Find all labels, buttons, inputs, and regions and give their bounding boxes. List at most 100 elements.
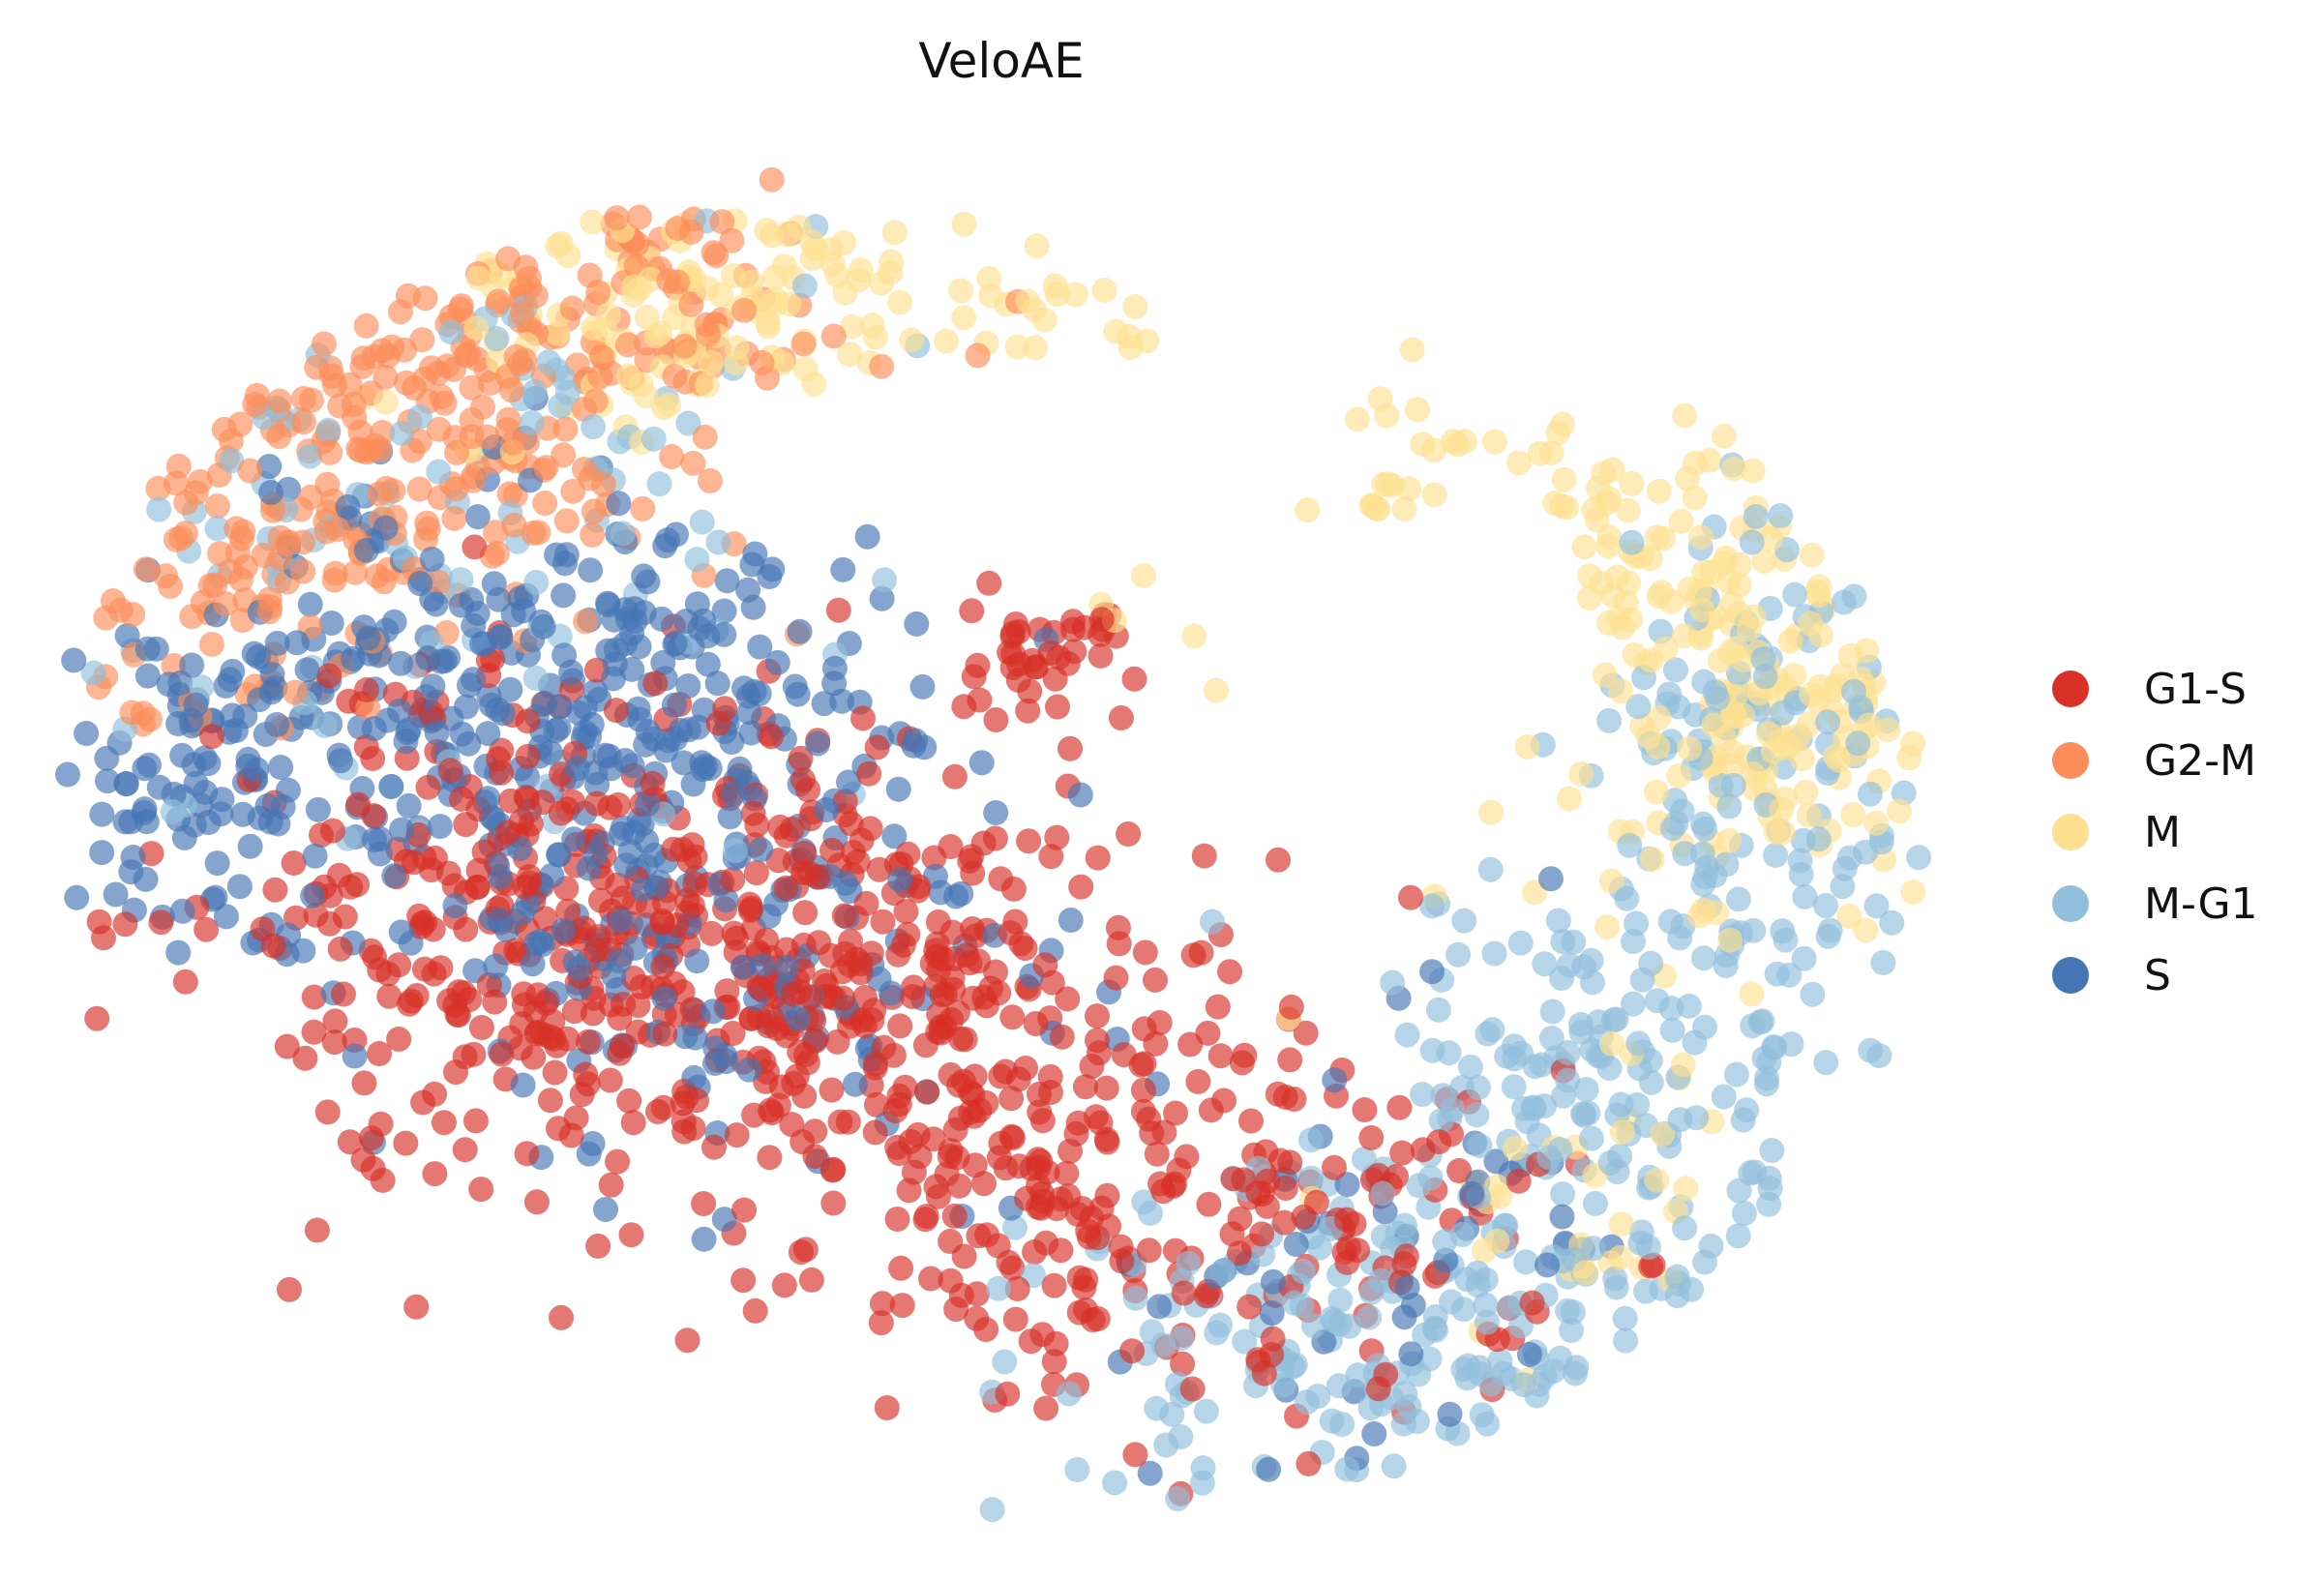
scatter-point-g1-s xyxy=(862,1119,888,1146)
scatter-point-m xyxy=(1805,582,1832,609)
scatter-point-g1-s xyxy=(759,724,785,750)
scatter-point-m-g1 xyxy=(219,448,245,474)
scatter-point-s xyxy=(748,837,774,863)
scatter-point-s xyxy=(885,776,911,802)
scatter-point-s xyxy=(165,939,192,966)
scatter-point-g1-s xyxy=(938,834,964,859)
scatter-point-m xyxy=(1599,457,1625,483)
scatter-point-g1-s xyxy=(773,875,799,901)
scatter-point-m xyxy=(1751,549,1777,574)
scatter-point-g2-m xyxy=(317,439,343,465)
scatter-point-s xyxy=(55,761,80,788)
scatter-point-g1-s xyxy=(1002,1306,1028,1332)
scatter-point-m-g1 xyxy=(1327,1287,1354,1313)
scatter-point-g1-s xyxy=(731,1197,758,1223)
scatter-point-g1-s xyxy=(720,1021,746,1046)
scatter-point-g1-s xyxy=(322,1008,348,1034)
scatter-point-m xyxy=(1651,525,1677,552)
scatter-point-g1-s xyxy=(1049,1024,1075,1050)
scatter-point-s xyxy=(89,801,115,827)
scatter-point-g2-m xyxy=(573,609,599,635)
scatter-point-s xyxy=(661,692,687,718)
scatter-point-s xyxy=(553,542,580,568)
scatter-point-m xyxy=(1713,545,1739,571)
scatter-point-m xyxy=(724,335,750,361)
scatter-point-m xyxy=(1619,470,1645,496)
scatter-point-g1-s xyxy=(320,818,345,844)
scatter-point-s xyxy=(664,522,689,548)
scatter-point-m-g1 xyxy=(1787,848,1813,874)
scatter-point-g1-s xyxy=(954,942,980,969)
scatter-point-g1-s xyxy=(730,1267,757,1294)
scatter-point-g1-s xyxy=(1136,1237,1162,1264)
scatter-point-m-g1 xyxy=(1475,1309,1500,1335)
scatter-point-g1-s xyxy=(1071,1274,1097,1300)
scatter-point-g1-s xyxy=(1341,1211,1367,1237)
scatter-point-s xyxy=(1398,1341,1424,1367)
scatter-point-g1-s xyxy=(1015,698,1041,724)
scatter-point-g1-s xyxy=(148,909,174,936)
scatter-point-m-g1 xyxy=(1612,1305,1638,1331)
scatter-point-m-g1 xyxy=(1629,967,1655,993)
scatter-point-m xyxy=(699,349,724,375)
scatter-point-g2-m xyxy=(665,269,691,295)
scatter-point-m xyxy=(1796,802,1822,828)
scatter-point-g2-m xyxy=(680,450,706,476)
scatter-point-m xyxy=(951,305,977,331)
scatter-point-g2-m xyxy=(168,525,194,552)
scatter-point-g1-s xyxy=(1251,1360,1277,1386)
scatter-point-m-g1 xyxy=(1573,1077,1599,1102)
scatter-point-g2-m xyxy=(256,586,283,612)
scatter-point-m xyxy=(1571,534,1597,560)
scatter-point-g1-s xyxy=(1037,1063,1063,1089)
scatter-point-s xyxy=(318,611,344,636)
scatter-point-g1-s xyxy=(403,1294,430,1320)
scatter-point-m-g1 xyxy=(1392,1381,1418,1407)
scatter-point-s xyxy=(257,809,283,835)
scatter-point-m xyxy=(1607,1244,1633,1270)
scatter-point-m-g1 xyxy=(1467,1133,1493,1158)
scatter-point-g1-s xyxy=(1229,1050,1255,1076)
scatter-point-m-g1 xyxy=(1725,1223,1751,1249)
scatter-point-g1-s xyxy=(1249,1221,1275,1247)
scatter-point-m-g1 xyxy=(1782,581,1808,608)
scatter-point-s xyxy=(675,673,701,699)
scatter-point-g2-m xyxy=(353,313,379,339)
scatter-point-m-g1 xyxy=(1436,1040,1462,1066)
scatter-point-g1-s xyxy=(1063,1120,1089,1147)
scatter-point-m xyxy=(1730,702,1755,729)
scatter-point-g1-s xyxy=(914,1079,940,1105)
scatter-point-m-g1 xyxy=(1465,1260,1491,1286)
scatter-point-s xyxy=(483,953,509,979)
scatter-point-s xyxy=(948,880,974,907)
scatter-point-s xyxy=(983,800,1009,825)
scatter-point-s xyxy=(509,900,535,926)
scatter-point-g2-m xyxy=(585,280,611,306)
scatter-point-g1-s xyxy=(840,840,866,866)
scatter-point-g1-s xyxy=(1426,1129,1452,1155)
scatter-point-g1-s xyxy=(1191,843,1217,869)
scatter-point-m xyxy=(694,275,720,301)
scatter-point-m-g1 xyxy=(1656,681,1683,707)
scatter-point-s xyxy=(700,999,727,1025)
scatter-point-s xyxy=(631,563,657,589)
scatter-point-s xyxy=(878,980,904,1006)
scatter-point-m xyxy=(1445,432,1471,458)
scatter-point-g1-s xyxy=(884,1134,910,1160)
scatter-point-m-g1 xyxy=(1596,707,1623,733)
scatter-point-m xyxy=(1363,495,1389,522)
scatter-point-g2-m xyxy=(107,597,134,623)
scatter-point-g1-s xyxy=(788,1239,814,1266)
scatter-point-g1-s xyxy=(301,984,327,1010)
scatter-point-m-g1 xyxy=(1370,1180,1396,1207)
scatter-point-m xyxy=(899,327,925,353)
scatter-point-m-g1 xyxy=(1425,997,1451,1023)
scatter-point-g1-s xyxy=(995,1381,1021,1407)
scatter-point-m-g1 xyxy=(1064,1457,1090,1482)
scatter-point-s xyxy=(727,756,753,782)
scatter-point-s xyxy=(1433,1247,1459,1273)
scatter-point-g1-s xyxy=(864,734,890,760)
scatter-point-g1-s xyxy=(620,966,646,991)
scatter-point-m-g1 xyxy=(1621,929,1646,954)
scatter-point-g2-m xyxy=(759,166,785,193)
